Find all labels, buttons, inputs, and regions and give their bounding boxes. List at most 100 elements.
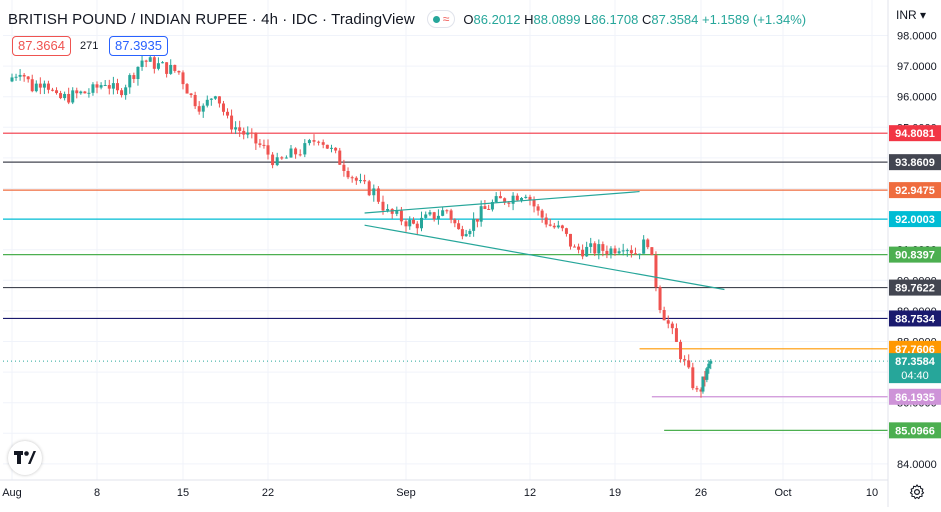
candle-body[interactable] bbox=[441, 210, 445, 216]
candle-body[interactable] bbox=[674, 328, 678, 342]
candle-body[interactable] bbox=[115, 83, 119, 91]
candle-body[interactable] bbox=[30, 79, 34, 92]
trendline[interactable] bbox=[364, 224, 725, 291]
candle-body[interactable] bbox=[605, 250, 609, 255]
candle-body[interactable] bbox=[34, 83, 38, 92]
candle-body[interactable] bbox=[386, 208, 390, 211]
candle-body[interactable] bbox=[642, 239, 646, 254]
candle-body[interactable] bbox=[250, 132, 254, 134]
candle-body[interactable] bbox=[177, 70, 181, 73]
symbol-title[interactable]: BRITISH POUND / INDIAN RUPEE · 4h · IDC … bbox=[8, 10, 415, 28]
candle-body[interactable] bbox=[683, 359, 687, 361]
candle-body[interactable] bbox=[271, 154, 275, 166]
candle-body[interactable] bbox=[83, 91, 87, 94]
candle-body[interactable] bbox=[22, 74, 26, 77]
candle-body[interactable] bbox=[303, 143, 307, 155]
candle-body[interactable] bbox=[412, 219, 416, 224]
candle-body[interactable] bbox=[581, 249, 585, 257]
candle-body[interactable] bbox=[363, 180, 367, 182]
candle-body[interactable] bbox=[124, 87, 128, 96]
candle-body[interactable] bbox=[217, 96, 221, 104]
candle-body[interactable] bbox=[254, 132, 258, 144]
candle-body[interactable] bbox=[230, 115, 234, 130]
candle-body[interactable] bbox=[621, 250, 625, 252]
candle-body[interactable] bbox=[185, 84, 189, 94]
candle-body[interactable] bbox=[226, 111, 230, 116]
candle-body[interactable] bbox=[556, 225, 560, 228]
candle-body[interactable] bbox=[197, 106, 201, 112]
candle-body[interactable] bbox=[103, 85, 107, 87]
candle-body[interactable] bbox=[350, 177, 354, 179]
candle-body[interactable] bbox=[544, 217, 548, 225]
candle-body[interactable] bbox=[625, 250, 629, 252]
candle-body[interactable] bbox=[238, 127, 242, 131]
candle-body[interactable] bbox=[503, 198, 507, 203]
candle-body[interactable] bbox=[515, 195, 519, 201]
candle-body[interactable] bbox=[307, 140, 311, 144]
candle-body[interactable] bbox=[494, 196, 498, 203]
candle-body[interactable] bbox=[87, 92, 91, 94]
candle-body[interactable] bbox=[460, 229, 464, 237]
candle-body[interactable] bbox=[42, 83, 46, 88]
candle-body[interactable] bbox=[317, 141, 321, 143]
candle-body[interactable] bbox=[428, 212, 432, 215]
gear-icon[interactable] bbox=[906, 481, 928, 503]
candle-body[interactable] bbox=[511, 195, 515, 204]
candle-body[interactable] bbox=[573, 246, 577, 248]
candle-body[interactable] bbox=[95, 84, 99, 88]
candle-body[interactable] bbox=[181, 72, 185, 85]
candle-body[interactable] bbox=[528, 196, 532, 200]
candle-body[interactable] bbox=[453, 219, 457, 224]
candle-body[interactable] bbox=[703, 376, 707, 380]
candle-body[interactable] bbox=[687, 360, 691, 368]
candle-body[interactable] bbox=[140, 60, 144, 67]
candle-body[interactable] bbox=[498, 196, 502, 199]
candle-body[interactable] bbox=[709, 361, 713, 364]
candle-body[interactable] bbox=[354, 177, 358, 181]
candle-body[interactable] bbox=[532, 199, 536, 207]
candle-body[interactable] bbox=[128, 75, 132, 88]
candle-body[interactable] bbox=[173, 64, 177, 71]
candle-body[interactable] bbox=[209, 98, 213, 100]
candle-body[interactable] bbox=[246, 132, 250, 135]
candle-body[interactable] bbox=[258, 143, 262, 145]
candle-body[interactable] bbox=[266, 145, 270, 155]
candle-body[interactable] bbox=[50, 89, 54, 91]
candle-body[interactable] bbox=[381, 201, 385, 211]
candle-body[interactable] bbox=[280, 157, 284, 159]
candle-body[interactable] bbox=[701, 376, 705, 392]
candle-body[interactable] bbox=[312, 140, 316, 142]
candle-body[interactable] bbox=[638, 253, 642, 255]
candle-body[interactable] bbox=[161, 62, 165, 64]
candle-body[interactable] bbox=[14, 76, 18, 78]
candle-body[interactable] bbox=[415, 223, 419, 229]
candle-body[interactable] bbox=[536, 206, 540, 211]
candle-body[interactable] bbox=[577, 246, 581, 250]
candle-body[interactable] bbox=[589, 243, 593, 247]
candle-body[interactable] bbox=[520, 197, 524, 201]
candle-body[interactable] bbox=[650, 247, 654, 256]
candle-body[interactable] bbox=[404, 221, 408, 227]
candle-body[interactable] bbox=[564, 228, 568, 234]
candle-body[interactable] bbox=[475, 218, 479, 222]
candle-body[interactable] bbox=[479, 206, 483, 222]
candle-body[interactable] bbox=[707, 363, 711, 369]
candle-body[interactable] bbox=[91, 84, 95, 93]
candle-body[interactable] bbox=[46, 83, 50, 90]
candle-body[interactable] bbox=[436, 215, 440, 220]
candle-body[interactable] bbox=[120, 90, 124, 96]
currency-selector[interactable]: INR ▾ bbox=[896, 8, 926, 22]
sell-price-button[interactable]: 87.3664 bbox=[12, 36, 71, 56]
candle-body[interactable] bbox=[420, 217, 423, 229]
candle-body[interactable] bbox=[548, 224, 552, 226]
candle-body[interactable] bbox=[695, 388, 699, 390]
candle-body[interactable] bbox=[71, 90, 75, 103]
candle-body[interactable] bbox=[294, 148, 298, 155]
candle-body[interactable] bbox=[18, 74, 22, 77]
candle-body[interactable] bbox=[617, 251, 621, 254]
candle-body[interactable] bbox=[699, 389, 703, 392]
candle-body[interactable] bbox=[275, 157, 279, 166]
candle-body[interactable] bbox=[55, 90, 59, 94]
candle-body[interactable] bbox=[613, 248, 617, 254]
